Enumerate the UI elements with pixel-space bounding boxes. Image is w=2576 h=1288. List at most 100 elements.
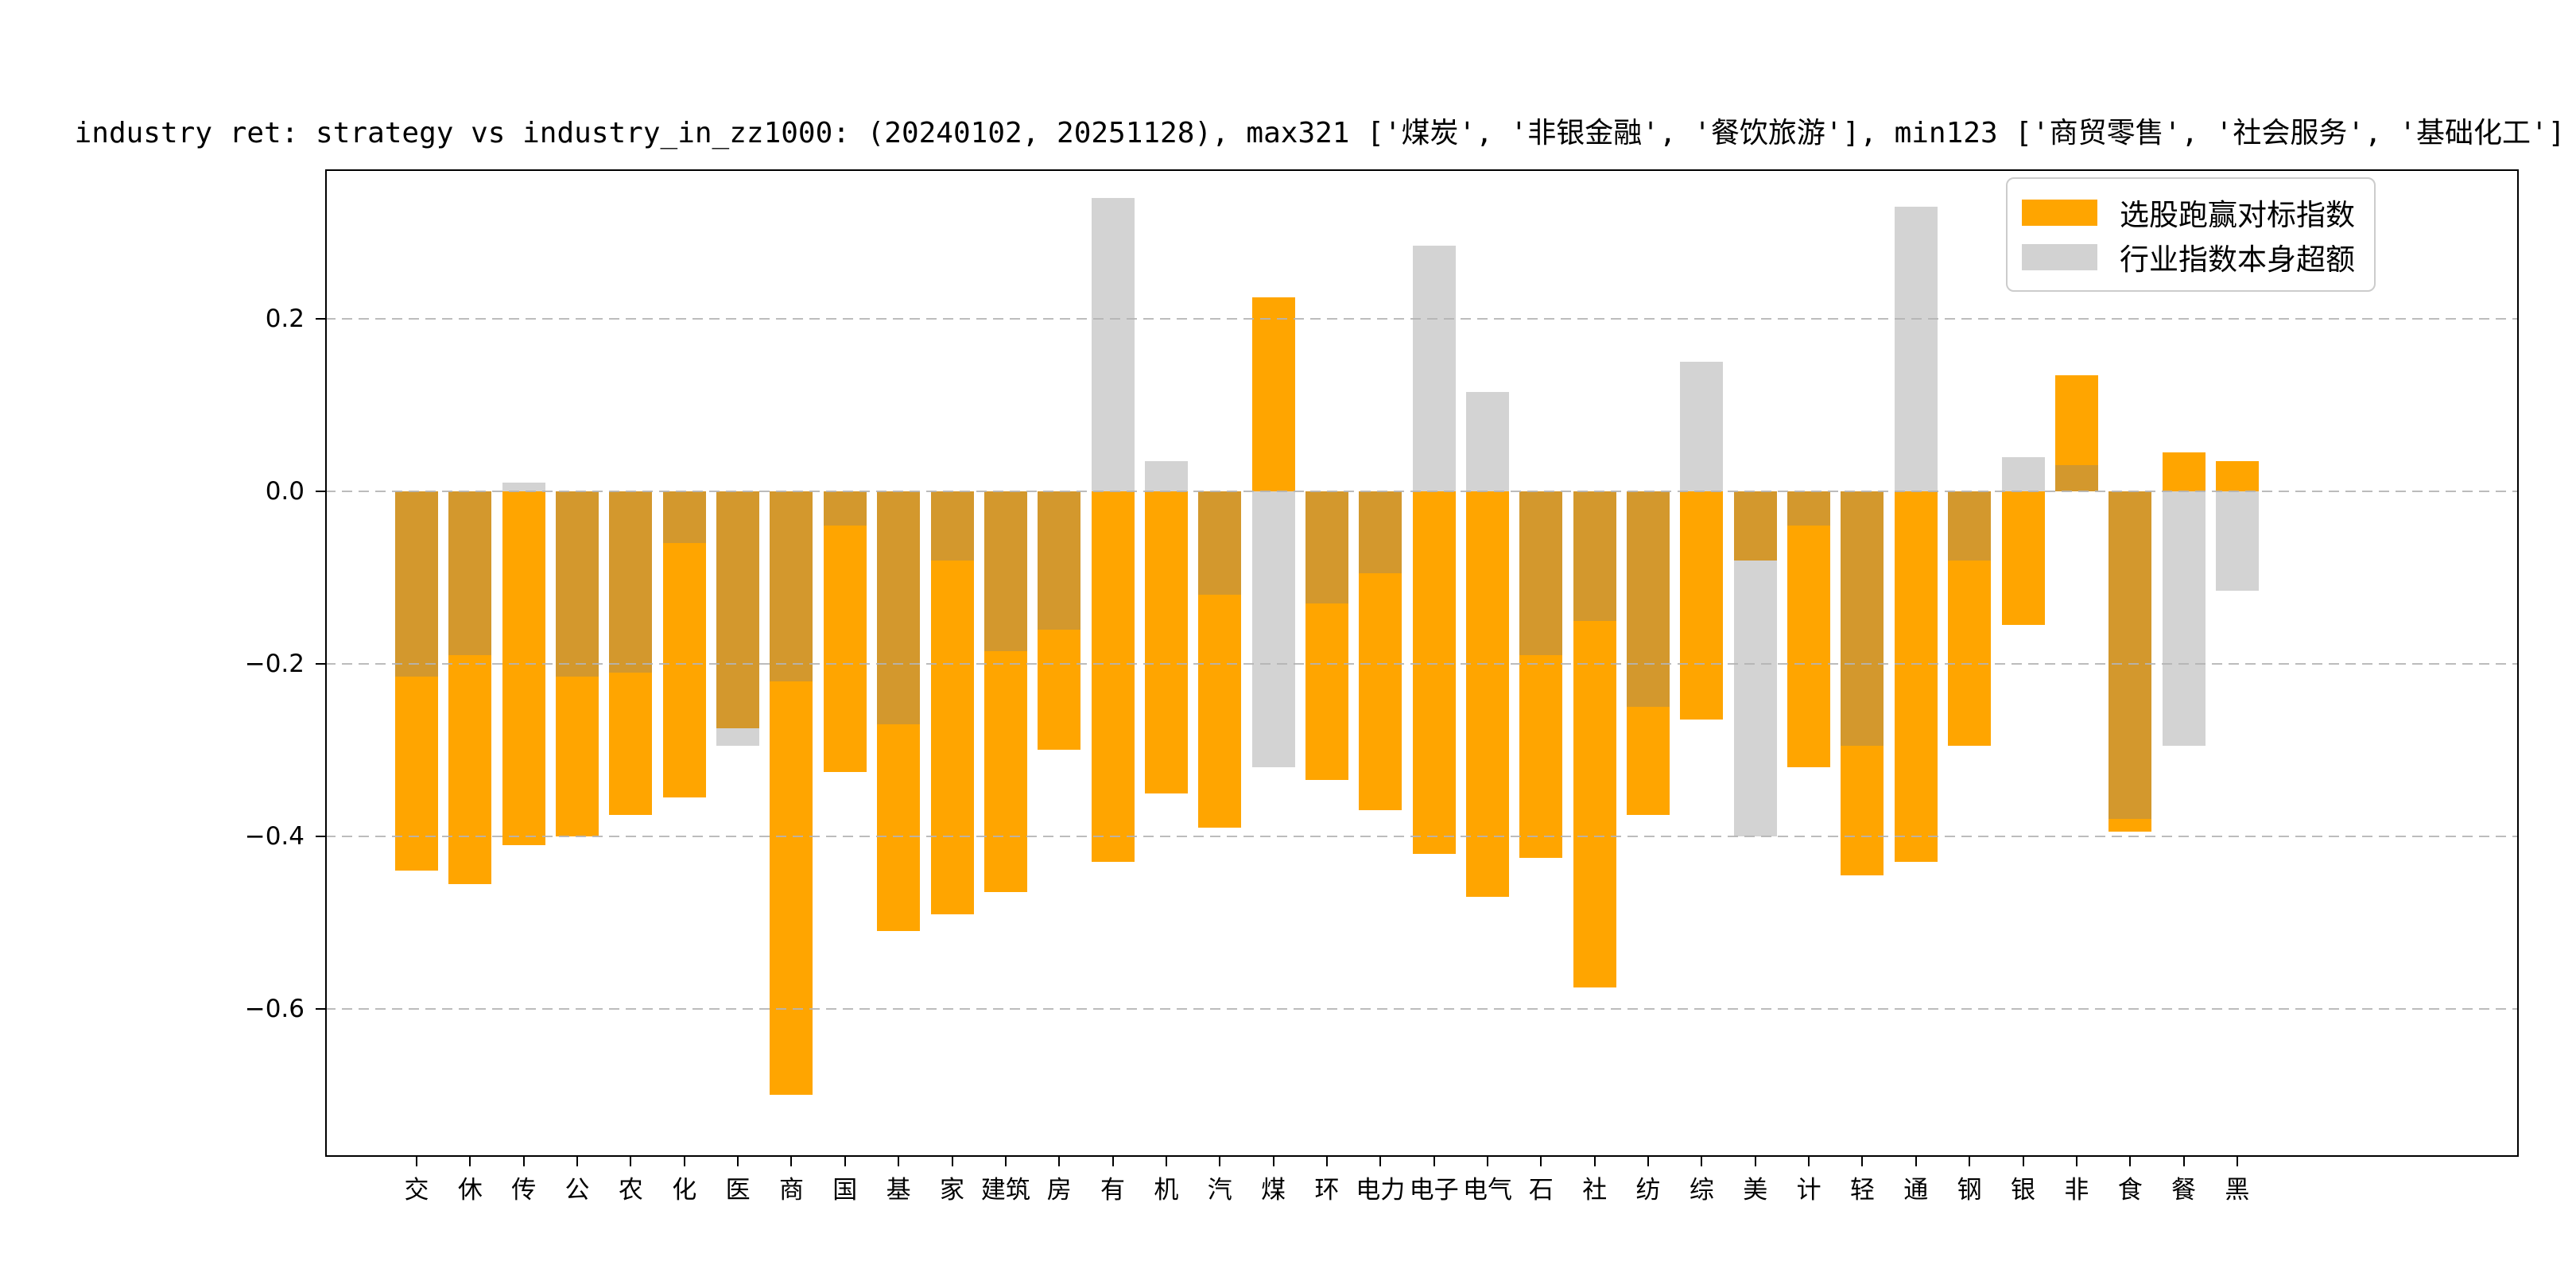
- bar-strategy-食: [2109, 491, 2152, 832]
- x-tick-mark: [1004, 1157, 1007, 1166]
- x-tick-mark: [1540, 1157, 1542, 1166]
- bar-strategy-家: [930, 491, 974, 914]
- x-tick-mark: [630, 1157, 632, 1166]
- x-tick-label-国: 国: [832, 1176, 858, 1205]
- x-tick-label-食: 食: [2117, 1176, 2143, 1205]
- bar-strategy-社: [1573, 491, 1616, 987]
- x-tick-label-休: 休: [457, 1176, 483, 1205]
- legend-label: 选股跑赢对标指数: [2120, 198, 2355, 232]
- bar-industry-传: [502, 483, 545, 492]
- x-tick-mark: [2075, 1157, 2077, 1166]
- bar-industry-医: [716, 491, 760, 747]
- x-tick-mark: [2022, 1157, 2024, 1166]
- x-tick-label-计: 计: [1796, 1176, 1821, 1205]
- bar-strategy-机: [1144, 491, 1188, 793]
- x-tick-label-电子: 电子: [1409, 1176, 1459, 1205]
- y-tick-label: −0.4: [244, 821, 305, 851]
- x-tick-label-社: 社: [1582, 1176, 1608, 1205]
- gridline: [325, 662, 2519, 665]
- legend-item-strategy: 选股跑赢对标指数: [2022, 190, 2355, 235]
- bar-strategy-石: [1519, 491, 1563, 859]
- x-tick-label-传: 传: [511, 1176, 537, 1205]
- x-tick-mark: [2129, 1157, 2132, 1166]
- legend-label: 行业指数本身超额: [2120, 242, 2355, 277]
- bar-industry-国: [823, 491, 867, 526]
- y-tick-label: −0.6: [244, 994, 305, 1023]
- bar-strategy-餐: [2162, 452, 2206, 492]
- x-tick-mark: [1325, 1157, 1328, 1166]
- bar-strategy-基: [877, 491, 921, 932]
- x-tick-mark: [1272, 1157, 1274, 1166]
- legend: 选股跑赢对标指数 行业指数本身超额: [2006, 177, 2376, 292]
- x-tick-mark: [522, 1157, 525, 1166]
- bar-industry-机: [1144, 461, 1188, 492]
- bar-strategy-电子: [1412, 491, 1456, 854]
- bar-strategy-汽: [1198, 491, 1242, 828]
- bar-strategy-银: [2001, 491, 2045, 626]
- x-tick-mark: [683, 1157, 685, 1166]
- x-tick-label-煤: 煤: [1261, 1176, 1286, 1205]
- x-tick-mark: [1219, 1157, 1221, 1166]
- bar-industry-非: [2054, 465, 2098, 492]
- bar-industry-食: [2109, 491, 2152, 820]
- x-tick-label-纺: 纺: [1635, 1176, 1661, 1205]
- bar-industry-纺: [1627, 491, 1670, 708]
- bar-strategy-纺: [1627, 491, 1670, 815]
- x-tick-mark: [1861, 1157, 1864, 1166]
- x-tick-mark: [1058, 1157, 1061, 1166]
- bar-strategy-交: [395, 491, 438, 871]
- x-tick-label-电气: 电气: [1463, 1176, 1512, 1205]
- bar-strategy-钢: [1948, 491, 1992, 747]
- x-tick-label-医: 医: [725, 1176, 751, 1205]
- bar-strategy-非: [2054, 374, 2098, 492]
- x-tick-label-有: 有: [1100, 1176, 1126, 1205]
- plot-area: 0.2 0.0 −0.2 −0.4 −0.6 交休传公农化医商国基家建筑房有机汽煤环电力…: [245, 169, 2519, 1205]
- bar-industry-电子: [1412, 245, 1456, 492]
- x-tick-mark: [1701, 1157, 1703, 1166]
- x-tick-label-综: 综: [1689, 1176, 1714, 1205]
- bar-strategy-环: [1305, 491, 1348, 781]
- bar-strategy-医: [716, 491, 760, 729]
- x-tick-mark: [1808, 1157, 1810, 1166]
- x-tick-label-商: 商: [778, 1176, 804, 1205]
- x-tick-mark: [1593, 1157, 1596, 1166]
- bar-industry-钢: [1948, 491, 1992, 561]
- x-tick-mark: [1165, 1157, 1167, 1166]
- bar-strategy-建筑: [983, 491, 1027, 893]
- x-tick-label-钢: 钢: [1957, 1176, 1982, 1205]
- x-tick-label-美: 美: [1743, 1176, 1768, 1205]
- x-tick-mark: [1487, 1157, 1488, 1166]
- legend-swatch-orange: [2022, 199, 2097, 226]
- x-tick-label-公: 公: [564, 1176, 590, 1205]
- bar-industry-商: [770, 491, 813, 681]
- legend-item-industry: 行业指数本身超额: [2022, 235, 2355, 279]
- x-tick-mark: [737, 1157, 739, 1166]
- y-tick-mark: [316, 318, 325, 320]
- bar-industry-电力: [1359, 491, 1402, 574]
- chart-title: industry ret: strategy vs industry_in_zz…: [74, 117, 2566, 149]
- x-tick-label-农: 农: [618, 1176, 643, 1205]
- bar-industry-基: [877, 491, 921, 724]
- y-tick-label: 0.0: [265, 477, 305, 506]
- x-tick-label-基: 基: [886, 1176, 911, 1205]
- x-tick-mark: [1647, 1157, 1650, 1166]
- x-tick-label-银: 银: [2011, 1176, 2035, 1205]
- x-tick-mark: [844, 1157, 846, 1166]
- bar-strategy-有: [1091, 491, 1135, 863]
- bar-industry-石: [1519, 491, 1563, 656]
- bar-industry-社: [1573, 491, 1616, 621]
- bar-strategy-房: [1038, 491, 1081, 751]
- x-tick-mark: [1433, 1157, 1435, 1166]
- bar-industry-轻: [1841, 491, 1884, 747]
- y-tick-mark: [316, 491, 325, 493]
- bar-strategy-传: [502, 491, 545, 845]
- y-tick-label: −0.2: [244, 649, 305, 678]
- bar-strategy-计: [1787, 491, 1831, 768]
- bar-industry-有: [1091, 198, 1135, 492]
- bar-industry-餐: [2162, 491, 2206, 747]
- bar-industry-综: [1680, 362, 1724, 492]
- y-tick-mark: [316, 835, 325, 837]
- bar-industry-计: [1787, 491, 1831, 526]
- bar-strategy-煤: [1251, 297, 1295, 492]
